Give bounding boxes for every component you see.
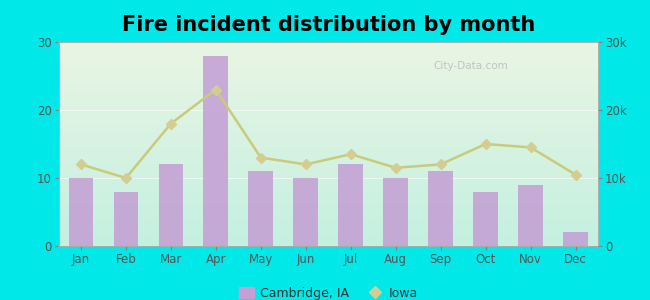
Bar (563, 232, 588, 246)
Title: Fire incident distribution by month: Fire incident distribution by month (122, 15, 535, 35)
Bar (69, 178, 94, 246)
Bar (473, 192, 498, 246)
Bar (159, 164, 183, 246)
Bar (384, 178, 408, 246)
Bar (114, 192, 138, 246)
Legend: Cambridge, IA, Iowa: Cambridge, IA, Iowa (233, 282, 423, 300)
Bar (248, 171, 273, 246)
Bar (293, 178, 318, 246)
Bar (339, 164, 363, 246)
Text: City-Data.com: City-Data.com (434, 61, 508, 70)
Bar (518, 185, 543, 246)
Bar (203, 56, 228, 246)
Bar (428, 171, 453, 246)
